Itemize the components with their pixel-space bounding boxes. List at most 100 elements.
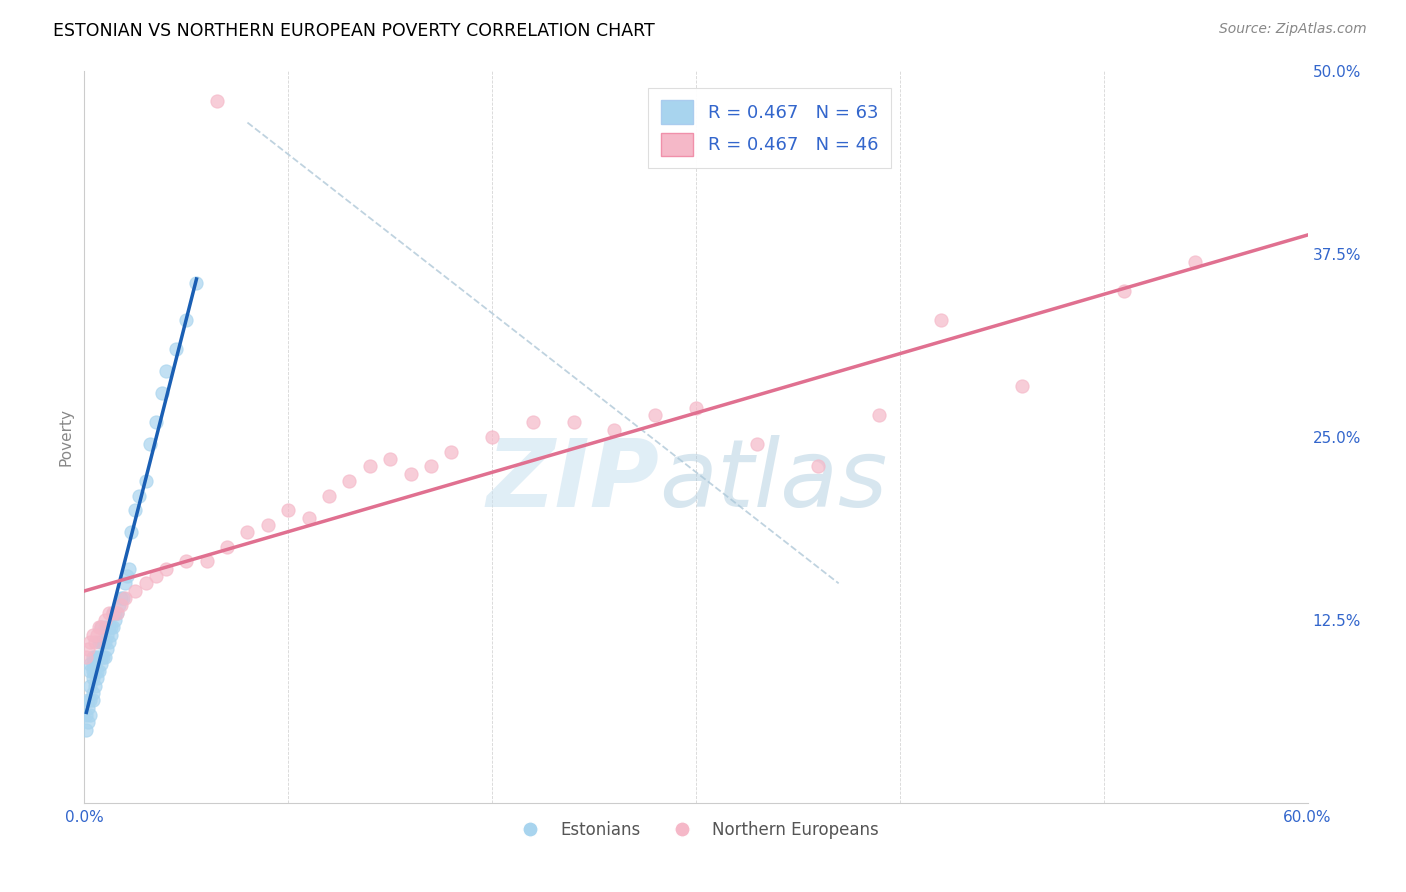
Point: [145, 416, 167, 430]
Point: [298, 510, 321, 524]
Point: [77, 693, 100, 707]
Point: [128, 489, 150, 503]
Point: [114, 591, 136, 605]
Point: [138, 437, 160, 451]
Point: [277, 503, 299, 517]
Point: [86, 672, 108, 686]
Point: [90, 620, 112, 634]
Point: [339, 474, 361, 488]
Point: [90, 620, 112, 634]
Point: [79, 708, 101, 723]
Point: [83, 657, 105, 671]
Point: [135, 576, 157, 591]
Point: [869, 408, 891, 422]
Point: [124, 503, 146, 517]
Point: [82, 686, 104, 700]
Point: [97, 620, 120, 634]
Point: [97, 635, 120, 649]
Point: [91, 635, 114, 649]
Point: [135, 474, 157, 488]
Point: [105, 606, 128, 620]
Point: [96, 627, 118, 641]
Point: [82, 664, 104, 678]
Point: [1011, 379, 1033, 393]
Point: [101, 606, 124, 620]
Point: [87, 635, 110, 649]
Point: [86, 649, 108, 664]
Point: [481, 430, 503, 444]
Point: [82, 627, 104, 641]
Point: [1114, 284, 1136, 298]
Point: [82, 649, 104, 664]
Point: [82, 693, 104, 707]
Point: [217, 540, 239, 554]
Point: [110, 591, 132, 605]
Point: [87, 664, 110, 678]
Point: [87, 649, 110, 664]
Point: [100, 627, 122, 641]
Point: [420, 459, 443, 474]
Point: [685, 401, 707, 415]
Point: [83, 679, 105, 693]
Point: [120, 525, 142, 540]
Point: [603, 423, 626, 437]
Point: [118, 562, 141, 576]
Point: [93, 613, 115, 627]
Point: [174, 313, 197, 327]
Point: [105, 606, 128, 620]
Point: [104, 613, 127, 627]
Point: [101, 620, 124, 634]
Point: [82, 657, 104, 671]
Point: [318, 489, 340, 503]
Text: atlas: atlas: [659, 435, 887, 526]
Point: [114, 576, 136, 591]
Point: [155, 364, 177, 378]
Point: [236, 525, 259, 540]
Point: [91, 649, 114, 664]
Point: [83, 649, 105, 664]
Point: [399, 467, 422, 481]
Point: [86, 627, 108, 641]
Point: [93, 620, 115, 634]
Text: Source: ZipAtlas.com: Source: ZipAtlas.com: [1219, 22, 1367, 37]
Point: [115, 569, 138, 583]
Point: [79, 679, 101, 693]
Legend: Estonians, Northern Europeans: Estonians, Northern Europeans: [506, 814, 886, 846]
Point: [108, 599, 131, 613]
Point: [165, 343, 187, 357]
Point: [1184, 254, 1206, 268]
Point: [644, 408, 666, 422]
Point: [87, 620, 110, 634]
Point: [929, 313, 952, 327]
Point: [75, 708, 97, 723]
Point: [747, 437, 769, 451]
Point: [90, 657, 112, 671]
Point: [257, 517, 280, 532]
Point: [79, 657, 101, 671]
Point: [440, 444, 463, 458]
Point: [112, 591, 135, 605]
Point: [79, 635, 101, 649]
Point: [205, 94, 228, 108]
Point: [79, 664, 101, 678]
Point: [359, 459, 381, 474]
Point: [93, 649, 115, 664]
Point: [155, 562, 177, 576]
Point: [562, 416, 585, 430]
Point: [186, 277, 208, 291]
Point: [150, 386, 173, 401]
Point: [79, 693, 101, 707]
Point: [93, 635, 115, 649]
Point: [83, 635, 105, 649]
Point: [83, 664, 105, 678]
Point: [97, 606, 120, 620]
Point: [100, 620, 122, 634]
Point: [104, 606, 127, 620]
Point: [380, 452, 402, 467]
Point: [90, 649, 112, 664]
Point: [101, 606, 124, 620]
Point: [110, 599, 132, 613]
Point: [75, 723, 97, 737]
Point: [96, 642, 118, 657]
Text: ESTONIAN VS NORTHERN EUROPEAN POVERTY CORRELATION CHART: ESTONIAN VS NORTHERN EUROPEAN POVERTY CO…: [53, 22, 655, 40]
